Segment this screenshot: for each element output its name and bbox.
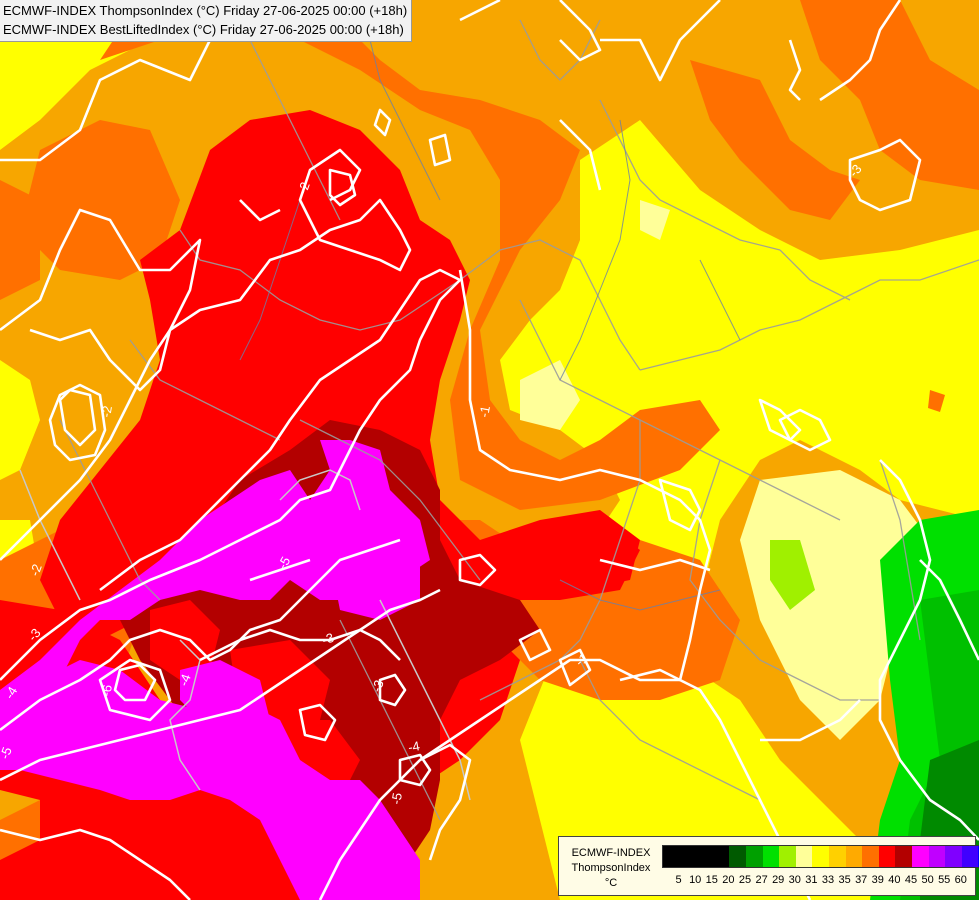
legend-tick-label: 25 [738,874,752,886]
contour-label: -1 [476,405,493,419]
color-legend: ECMWF-INDEX ThompsonIndex °C 5 10 15 20 25 27… [558,836,979,896]
legend-title: ECMWF-INDEX ThompsonIndex °C [563,846,659,891]
contour-label: -3 [320,630,336,648]
legend-title-model: ECMWF-INDEX [571,847,651,859]
contour-label: -4 [407,738,421,755]
legend-tick-label: 60 [954,874,967,886]
legend-tick-label: 55 [938,874,951,886]
contour-label: -2 [98,405,115,419]
contour-label: -4 [176,672,194,688]
legend-tick-label: 15 [705,874,718,886]
legend-swatch [729,846,746,867]
legend-swatch [961,846,979,867]
legend-tick-label: 29 [772,874,785,886]
legend-swatch [679,846,697,867]
contour-label: -2 [295,180,313,196]
legend-tick-row: 5 10 15 20 25 27 29 30 31 33 35 37 39 40 45 50 55 60 [662,874,978,888]
legend-swatch [762,846,780,867]
field-magenta [0,440,430,900]
contour-label: -3 [369,678,387,694]
legend-swatch [895,846,912,867]
legend-tick-label: 39 [871,874,884,886]
legend-tick-label: 27 [755,874,768,886]
legend-swatch [862,846,879,867]
contour-label: -6 [98,684,115,698]
legend-tick-label: 35 [838,874,851,886]
legend-swatch [712,846,730,867]
legend-tick-label: 33 [821,874,835,886]
legend-swatch [696,846,713,867]
legend-tick-label: 50 [921,874,934,886]
legend-tick-label: 40 [888,874,901,886]
coastlines [19,469,471,801]
header-line-thompson: ECMWF-INDEX ThompsonIndex (°C) Friday 27… [3,3,408,18]
legend-swatch [779,846,796,867]
contour-label: -5 [0,745,15,761]
legend-swatch [845,846,863,867]
contour-label: -5 [388,792,405,806]
legend-tick-label: 37 [855,874,868,886]
legend-tick-label: 10 [689,874,702,886]
legend-tick-label: 20 [722,874,735,886]
legend-swatch [911,846,929,867]
map-header: ECMWF-INDEX ThompsonIndex (°C) Friday 27… [0,0,413,42]
legend-tick-label: 5 [675,874,682,886]
legend-swatch [928,846,946,867]
legend-swatch [945,846,962,867]
legend-title-index: ThompsonIndex [571,862,651,874]
legend-tick-label: 30 [788,874,801,886]
legend-swatch [795,846,813,867]
legend-swatch [828,846,846,867]
legend-swatch [878,846,896,867]
legend-tick-label: 45 [904,874,918,886]
header-line-bestlifted: ECMWF-INDEX BestLiftedIndex (°C) Friday … [3,22,404,37]
legend-tick-label: 31 [805,874,818,886]
legend-title-unit: °C [604,877,618,889]
legend-swatch [745,846,763,867]
legend-swatch [663,846,680,867]
legend-color-bar [662,845,979,868]
contour-label: -2 [27,562,45,578]
legend-swatch [812,846,829,867]
